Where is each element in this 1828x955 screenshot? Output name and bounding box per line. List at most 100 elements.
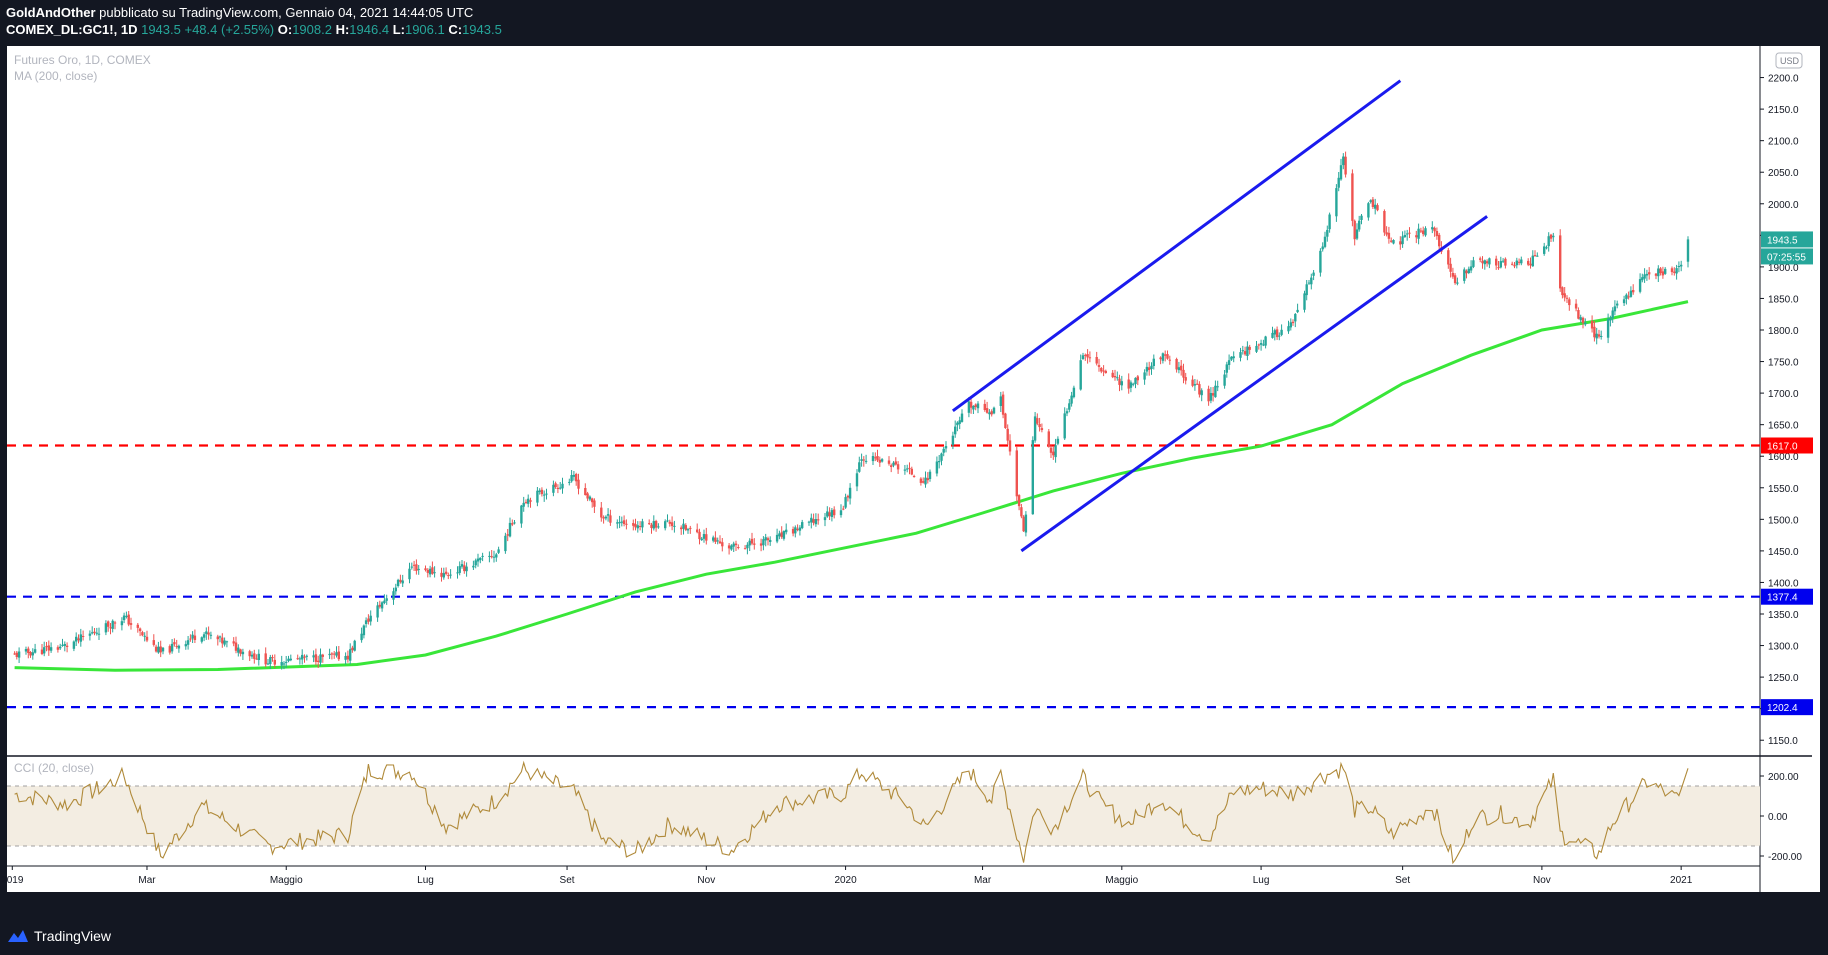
candle-body <box>107 621 110 627</box>
candle-body <box>1593 326 1596 338</box>
price-tick-label: 1550.0 <box>1768 484 1799 495</box>
candle-body <box>472 565 475 568</box>
author-name[interactable]: GoldAndOther <box>6 5 96 20</box>
candle-body <box>814 519 818 525</box>
candle-body <box>223 640 226 645</box>
candle-body <box>49 647 53 651</box>
low-value: 1906.1 <box>404 22 445 37</box>
candle-body <box>24 649 28 652</box>
footer-bar: TradingView <box>0 918 1828 955</box>
candle-body <box>305 655 308 657</box>
candle-body <box>301 654 304 660</box>
channel-lower-line[interactable] <box>1020 215 1488 553</box>
candle-body <box>1677 266 1681 267</box>
candle-body <box>1353 220 1356 240</box>
candle-body <box>1024 514 1028 533</box>
candle-body <box>460 564 464 567</box>
candle-body <box>1148 367 1151 370</box>
brand-name[interactable]: TradingView <box>34 928 112 944</box>
candle-body <box>960 413 964 422</box>
candle-body <box>433 572 436 574</box>
candle-body <box>689 527 692 529</box>
candle-body <box>700 538 703 541</box>
candle-body <box>775 534 779 542</box>
candle-body <box>871 456 875 462</box>
candle-body <box>17 651 21 658</box>
candle-body <box>855 473 859 487</box>
candle-body <box>606 514 610 516</box>
candle-body <box>225 641 229 643</box>
candle-body <box>972 405 975 410</box>
candle-body <box>248 651 251 657</box>
price-tick-label: 1400.0 <box>1768 578 1799 589</box>
candle-body <box>1355 229 1359 239</box>
candle-body <box>431 567 434 574</box>
channel-upper-line[interactable] <box>951 79 1402 412</box>
candle-body <box>842 508 845 510</box>
price-axis-labels: 1943.5 07:25:55 USD <box>1761 52 1813 265</box>
candle-body <box>449 574 452 576</box>
candle-body <box>1273 330 1276 335</box>
candle-body <box>924 477 927 485</box>
candle-body <box>622 520 626 524</box>
candle-body <box>1328 214 1331 230</box>
candle-body <box>1230 356 1233 360</box>
candle-body <box>732 543 735 547</box>
candle-body <box>495 554 498 558</box>
candle-body <box>1191 379 1194 386</box>
candle-body <box>504 535 507 552</box>
chart-svg[interactable]: 1150.01200.01250.01300.01350.01400.01450… <box>0 43 1828 918</box>
chart-area[interactable]: 1150.01200.01250.01300.01350.01400.01450… <box>0 43 1828 918</box>
candle-body <box>750 538 754 544</box>
candle-body <box>1406 233 1409 235</box>
candle-body <box>969 401 973 408</box>
candle-body <box>1552 235 1555 238</box>
candle-body <box>524 501 528 503</box>
candle-body <box>168 646 171 653</box>
candle-body <box>111 620 114 629</box>
candle-body <box>474 560 477 566</box>
candle-body <box>1632 290 1635 293</box>
candle-body <box>988 412 991 415</box>
candle-body <box>1344 156 1347 175</box>
trend-channel[interactable] <box>951 79 1488 553</box>
candle-body <box>1111 372 1114 378</box>
candle-body <box>424 568 427 571</box>
candle-body <box>442 573 445 578</box>
candle-body <box>369 615 372 622</box>
candle-body <box>830 510 834 517</box>
candle-body <box>554 483 557 488</box>
candle-body <box>1456 282 1459 284</box>
candle-body <box>1211 393 1215 396</box>
candle-body <box>1182 369 1185 378</box>
candle-body <box>1337 177 1340 188</box>
candle-body <box>1100 368 1103 372</box>
candle-body <box>1495 258 1498 266</box>
cci-tick-label: 200.00 <box>1768 772 1799 783</box>
candle-body <box>1351 173 1354 221</box>
candle-body <box>303 656 306 658</box>
currency-label: USD <box>1780 56 1800 66</box>
candle-body <box>1670 268 1674 273</box>
candle-body <box>312 655 315 658</box>
candle-body <box>1180 365 1183 371</box>
candle-body <box>1070 395 1073 404</box>
candle-body <box>1513 265 1516 267</box>
candle-body <box>1453 275 1457 284</box>
candle-body <box>31 652 34 656</box>
candle-body <box>990 411 993 415</box>
candle-body <box>61 644 64 646</box>
candle-body <box>785 529 788 533</box>
candle-body <box>1049 447 1053 453</box>
candle-body <box>568 481 571 483</box>
candle-body <box>876 456 879 461</box>
candle-body <box>1447 250 1450 265</box>
candle-body <box>205 631 208 634</box>
cci-legend: CCI (20, close) <box>14 761 94 775</box>
candle-body <box>846 495 850 498</box>
candle-body <box>727 545 731 549</box>
candle-body <box>753 543 756 545</box>
candle-body <box>273 659 276 665</box>
candle-body <box>408 568 411 580</box>
candle-body <box>1680 264 1683 267</box>
